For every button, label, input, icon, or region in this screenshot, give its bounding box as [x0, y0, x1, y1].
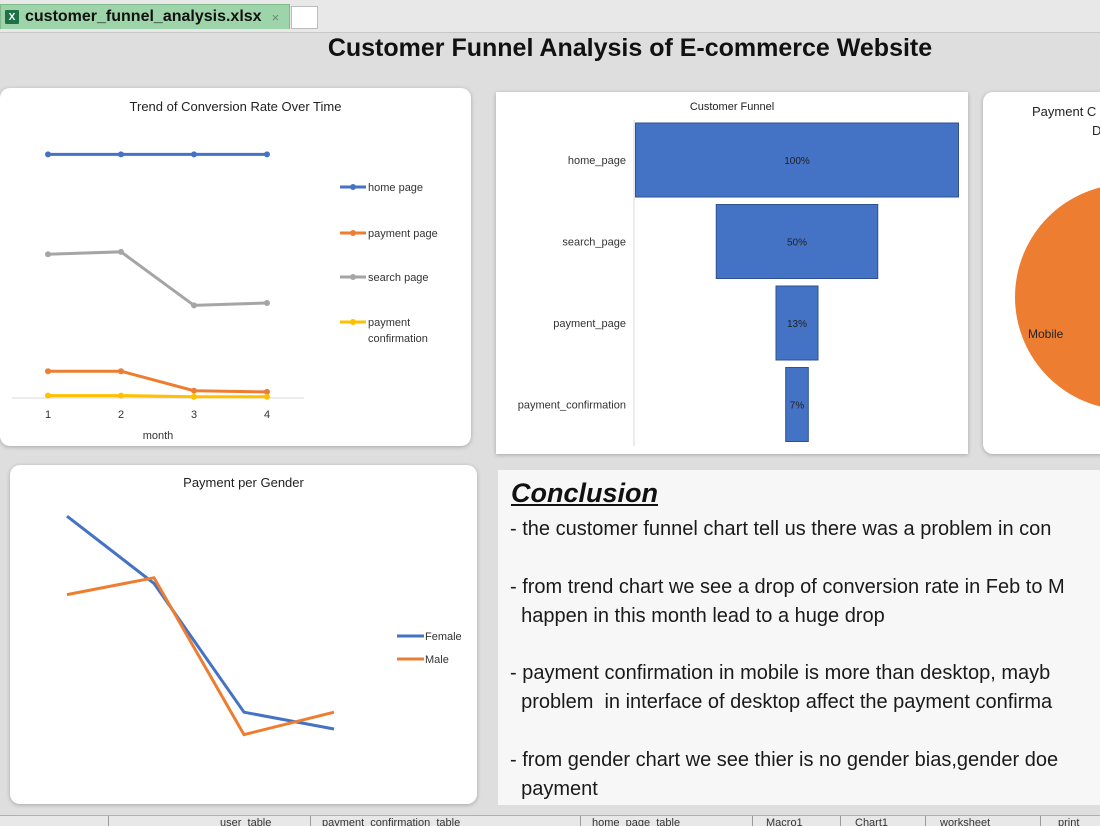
- series-line-male: [66, 576, 335, 737]
- funnel-category-label: home_page: [568, 155, 626, 167]
- funnel-data-label: 100%: [784, 156, 810, 167]
- data-point: [118, 248, 124, 255]
- sheet-tab[interactable]: user_table: [220, 817, 272, 826]
- x-axis-label: month: [143, 430, 174, 442]
- payment-device-chart[interactable]: Payment C D Mobile: [983, 92, 1100, 454]
- data-point: [191, 151, 197, 158]
- data-point: [45, 251, 51, 258]
- conclusion-line: - payment confirmation in mobile is more…: [510, 662, 1051, 684]
- series-line-search-page: [47, 250, 268, 307]
- conclusion-line: problem in interface of desktop affect t…: [510, 691, 1053, 713]
- sheet-tab[interactable]: payment_confirmation_table: [322, 817, 461, 826]
- data-point: [191, 387, 197, 394]
- funnel-data-label: 13%: [787, 319, 807, 330]
- trend-chart-title: Trend of Conversion Rate Over Time: [129, 99, 342, 114]
- pie-label-mobile: Mobile: [1028, 327, 1064, 341]
- legend-label: confirmation: [368, 333, 428, 345]
- trend-chart-plot: 1 2 3 4 month home page payment page search pag…: [12, 151, 438, 442]
- sheet-tab[interactable]: print: [1058, 817, 1080, 826]
- funnel-chart[interactable]: Customer Funnel 100% home_page 50% search_p…: [496, 92, 968, 454]
- trend-chart[interactable]: Trend of Conversion Rate Over Time 1 2 3 4 m…: [0, 88, 471, 446]
- funnel-category-label: search_page: [562, 237, 626, 249]
- x-tick-label: 4: [264, 409, 270, 421]
- legend-label: home page: [368, 182, 423, 194]
- sheet-tab[interactable]: Chart1: [855, 817, 889, 826]
- data-point: [191, 393, 197, 400]
- conclusion-line: - from gender chart we see thier is no g…: [510, 749, 1059, 771]
- workbook-tab[interactable]: X customer_funnel_analysis.xlsx ×: [0, 4, 290, 29]
- legend-label: payment: [368, 317, 410, 329]
- x-tick-label: 3: [191, 409, 197, 421]
- series-line-female: [66, 515, 335, 731]
- conclusion-title: Conclusion: [511, 478, 658, 508]
- data-point: [264, 299, 270, 306]
- data-point: [45, 368, 51, 375]
- payment-device-title: Payment C: [1032, 104, 1097, 119]
- sheet-tab[interactable]: worksheet: [940, 817, 991, 826]
- legend-marker: [350, 184, 356, 190]
- funnel-bar-payment_confirmation: [785, 367, 809, 442]
- funnel-chart-title: Customer Funnel: [689, 101, 775, 113]
- funnel-data-label: 7%: [790, 401, 805, 412]
- conclusion-line: - the customer funnel chart tell us ther…: [510, 518, 1052, 540]
- data-point: [45, 392, 51, 399]
- funnel-category-label: payment_confirmation: [518, 400, 626, 412]
- page-title: Customer Funnel Analysis of E-commerce W…: [327, 34, 933, 62]
- data-point: [191, 302, 197, 309]
- legend-label: payment page: [368, 228, 438, 240]
- close-icon[interactable]: ×: [271, 9, 280, 25]
- series-line-payment-confirmation: [48, 394, 267, 399]
- data-point: [118, 151, 124, 158]
- sheet-tab[interactable]: home_page_table: [592, 817, 681, 826]
- data-point: [118, 368, 124, 375]
- excel-file-icon: X: [5, 10, 19, 24]
- sheet-tab-bar: user_table payment_confirmation_table ho…: [0, 815, 1100, 826]
- data-point: [45, 151, 51, 158]
- funnel-data-label: 50%: [787, 238, 807, 249]
- funnel-chart-plot: 100% home_page 50% search_page 13% payment_pa…: [518, 120, 959, 446]
- series-line-payment-page: [48, 369, 268, 394]
- x-tick-label: 1: [45, 409, 51, 421]
- legend-marker: [350, 274, 356, 280]
- data-point: [264, 151, 270, 158]
- new-tab-button[interactable]: [291, 6, 318, 29]
- pie-slice-mobile: [1015, 187, 1100, 407]
- funnel-bar-home_page: [635, 122, 959, 198]
- funnel-category-label: payment_page: [553, 318, 626, 330]
- gender-chart-plot: Female Male: [66, 515, 462, 737]
- conclusion-line: - from trend chart we see a drop of conv…: [510, 576, 1065, 598]
- legend-marker: [350, 319, 356, 325]
- sheet-tab[interactable]: Macro1: [766, 817, 803, 826]
- workbook-tab-bar: X customer_funnel_analysis.xlsx ×: [0, 0, 1100, 33]
- payment-device-pie: [1015, 187, 1100, 407]
- conclusion-line: payment: [510, 778, 598, 800]
- data-point: [264, 388, 270, 395]
- gender-chart-title: Payment per Gender: [183, 475, 304, 490]
- file-name: customer_funnel_analysis.xlsx: [25, 8, 262, 25]
- legend-marker: [350, 230, 356, 236]
- funnel-bar-search_page: [715, 204, 879, 279]
- x-tick-label: 2: [118, 409, 124, 421]
- legend-label: search page: [368, 272, 429, 284]
- conclusion-textbox[interactable]: Conclusion - the customer funnel chart t…: [498, 470, 1100, 805]
- data-point: [264, 393, 270, 400]
- gender-chart[interactable]: Payment per Gender Female Male: [10, 465, 477, 804]
- conclusion-line: happen in this month lead to a huge drop: [510, 605, 885, 627]
- legend-label: Female: [425, 631, 462, 643]
- payment-device-title-line2: D: [1092, 123, 1100, 138]
- funnel-bar-payment_page: [775, 285, 819, 361]
- legend-label: Male: [425, 654, 449, 666]
- data-point: [118, 392, 124, 399]
